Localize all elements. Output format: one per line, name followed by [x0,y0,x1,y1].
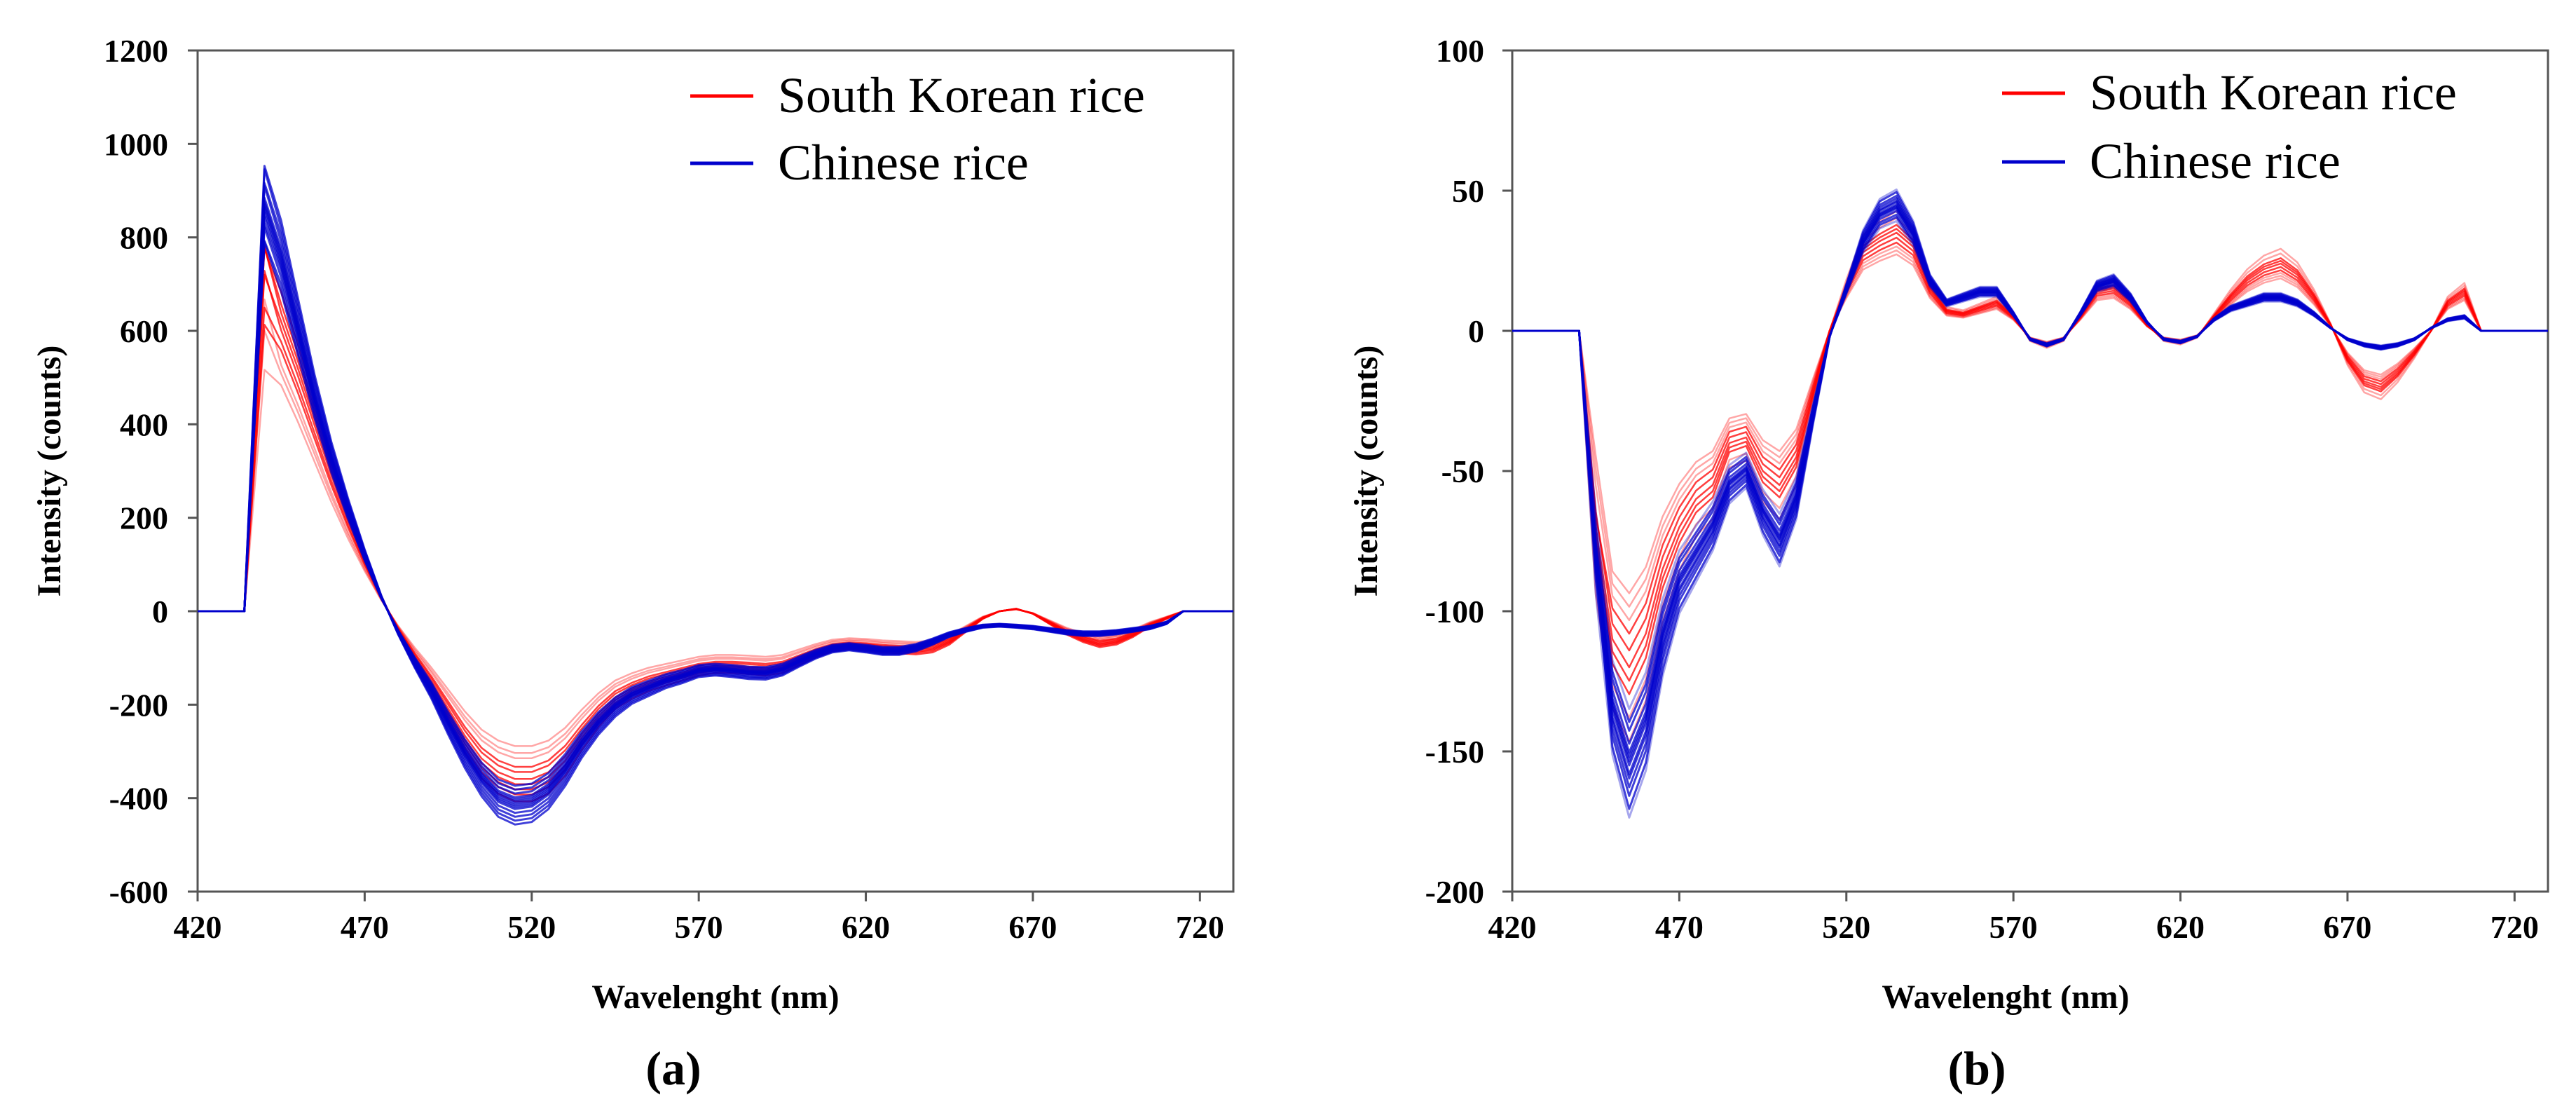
ticks-b: 420 470 520 570 620 670 720 -200 -150 -100 -50 0 50 1… [1425,33,2539,945]
y-tick-label-b: 100 [1436,33,1484,69]
series-group-a [198,165,1233,826]
spectrum-chinese-rice-b [1512,207,2548,754]
x-tick-label-b: 470 [1655,909,1704,945]
plot-frame-a [196,49,1235,893]
series-group-b [1512,188,2548,819]
x-axis-title-a: Wavelenght (nm) [591,979,839,1016]
x-axis-title-b: Wavelenght (nm) [1882,979,2129,1016]
spectrum-chinese-rice-a [198,210,1233,803]
spectrum-chinese-rice-a [198,165,1233,826]
y-tick-label-b: 50 [1452,173,1484,209]
y-tick-label-a: -600 [109,874,168,910]
spectrum-chinese-rice-b [1512,206,2548,758]
spectrum-south-korean-rice-b [1512,249,2548,608]
y-axis-title-b: Intensity (counts) [1348,346,1385,597]
y-tick-label-a: 200 [120,500,168,536]
spectrum-chinese-rice-b [1512,194,2548,797]
spectrum-chinese-rice-b [1512,210,2548,745]
y-tick-label-b: 0 [1468,313,1484,349]
y-tick-label-a: -400 [109,781,168,817]
y-tick-label-a: 1200 [104,33,168,69]
panel-label-b: (b) [1947,1042,2006,1095]
x-tick-label-a: 470 [341,909,389,945]
spectrum-chinese-rice-a [198,200,1233,808]
spectrum-chinese-rice-a [198,182,1233,818]
spectrum-chinese-rice-b [1512,203,2548,767]
spectrum-chinese-rice-b [1512,200,2548,780]
y-tick-label-a: 400 [120,407,168,442]
y-tick-label-a: 1000 [104,126,168,162]
spectrum-chinese-rice-b [1512,188,2548,819]
spectrum-south-korean-rice-b [1512,253,2548,594]
x-tick-label-a: 520 [507,909,556,945]
ticks-a: 420 470 520 570 620 670 720 -600 -400 -200 0 200 400… [104,33,1224,945]
spectrum-chinese-rice-a [198,185,1233,814]
spectrum-south-korean-rice-a [198,369,1233,747]
y-tick-label-b: -100 [1425,594,1484,629]
plot-frame-b [1511,49,2549,893]
y-tick-label-a: 800 [120,220,168,256]
x-tick-label-b: 570 [1989,909,2038,945]
y-tick-label-b: -150 [1425,734,1484,770]
legend-label-chinese-b: Chinese rice [2090,133,2341,189]
legend-a: South Korean rice Chinese rice [690,67,1145,191]
x-tick-label-a: 720 [1176,909,1224,945]
spectrum-chinese-rice-b [1512,191,2548,810]
y-axis-title-a: Intensity (counts) [31,346,68,597]
panel-b: 420 470 520 570 620 670 720 -200 -150 -100 -50 0 50 1… [1348,33,2549,1095]
x-tick-label-b: 520 [1822,909,1870,945]
x-tick-label-b: 620 [2156,909,2205,945]
y-tick-label-b: -200 [1425,874,1484,910]
spectrum-chinese-rice-a [198,206,1233,805]
legend-b: South Korean rice Chinese rice [2002,64,2457,189]
spectrum-chinese-rice-b [1512,197,2548,789]
x-tick-label-a: 420 [174,909,222,945]
y-tick-label-a: 0 [152,594,168,629]
panel-a: 420 470 520 570 620 670 720 -600 -400 -200 0 200 400… [31,33,1235,1095]
legend-label-south-korean-a: South Korean rice [778,67,1145,123]
spectrum-chinese-rice-a [198,168,1233,822]
x-tick-label-b: 720 [2491,909,2539,945]
y-tick-label-b: -50 [1441,454,1484,489]
legend-label-south-korean-b: South Korean rice [2090,64,2457,121]
y-tick-label-a: 600 [120,313,168,349]
spectrum-south-korean-rice-b [1512,210,2548,742]
panel-label-a: (a) [645,1042,701,1095]
x-tick-label-a: 670 [1008,909,1057,945]
spectrum-chinese-rice-b [1512,200,2548,775]
x-tick-label-b: 670 [2323,909,2371,945]
y-tick-label-a: -200 [109,687,168,723]
spectrum-chinese-rice-b [1512,205,2548,763]
x-tick-label-a: 570 [675,909,723,945]
legend-label-chinese-a: Chinese rice [778,135,1029,191]
x-tick-label-a: 620 [842,909,890,945]
x-tick-label-b: 420 [1488,909,1537,945]
spectrum-chinese-rice-a [198,203,1233,807]
spectrum-chinese-rice-a [198,215,1233,800]
spectrum-chinese-rice-a [198,196,1233,810]
